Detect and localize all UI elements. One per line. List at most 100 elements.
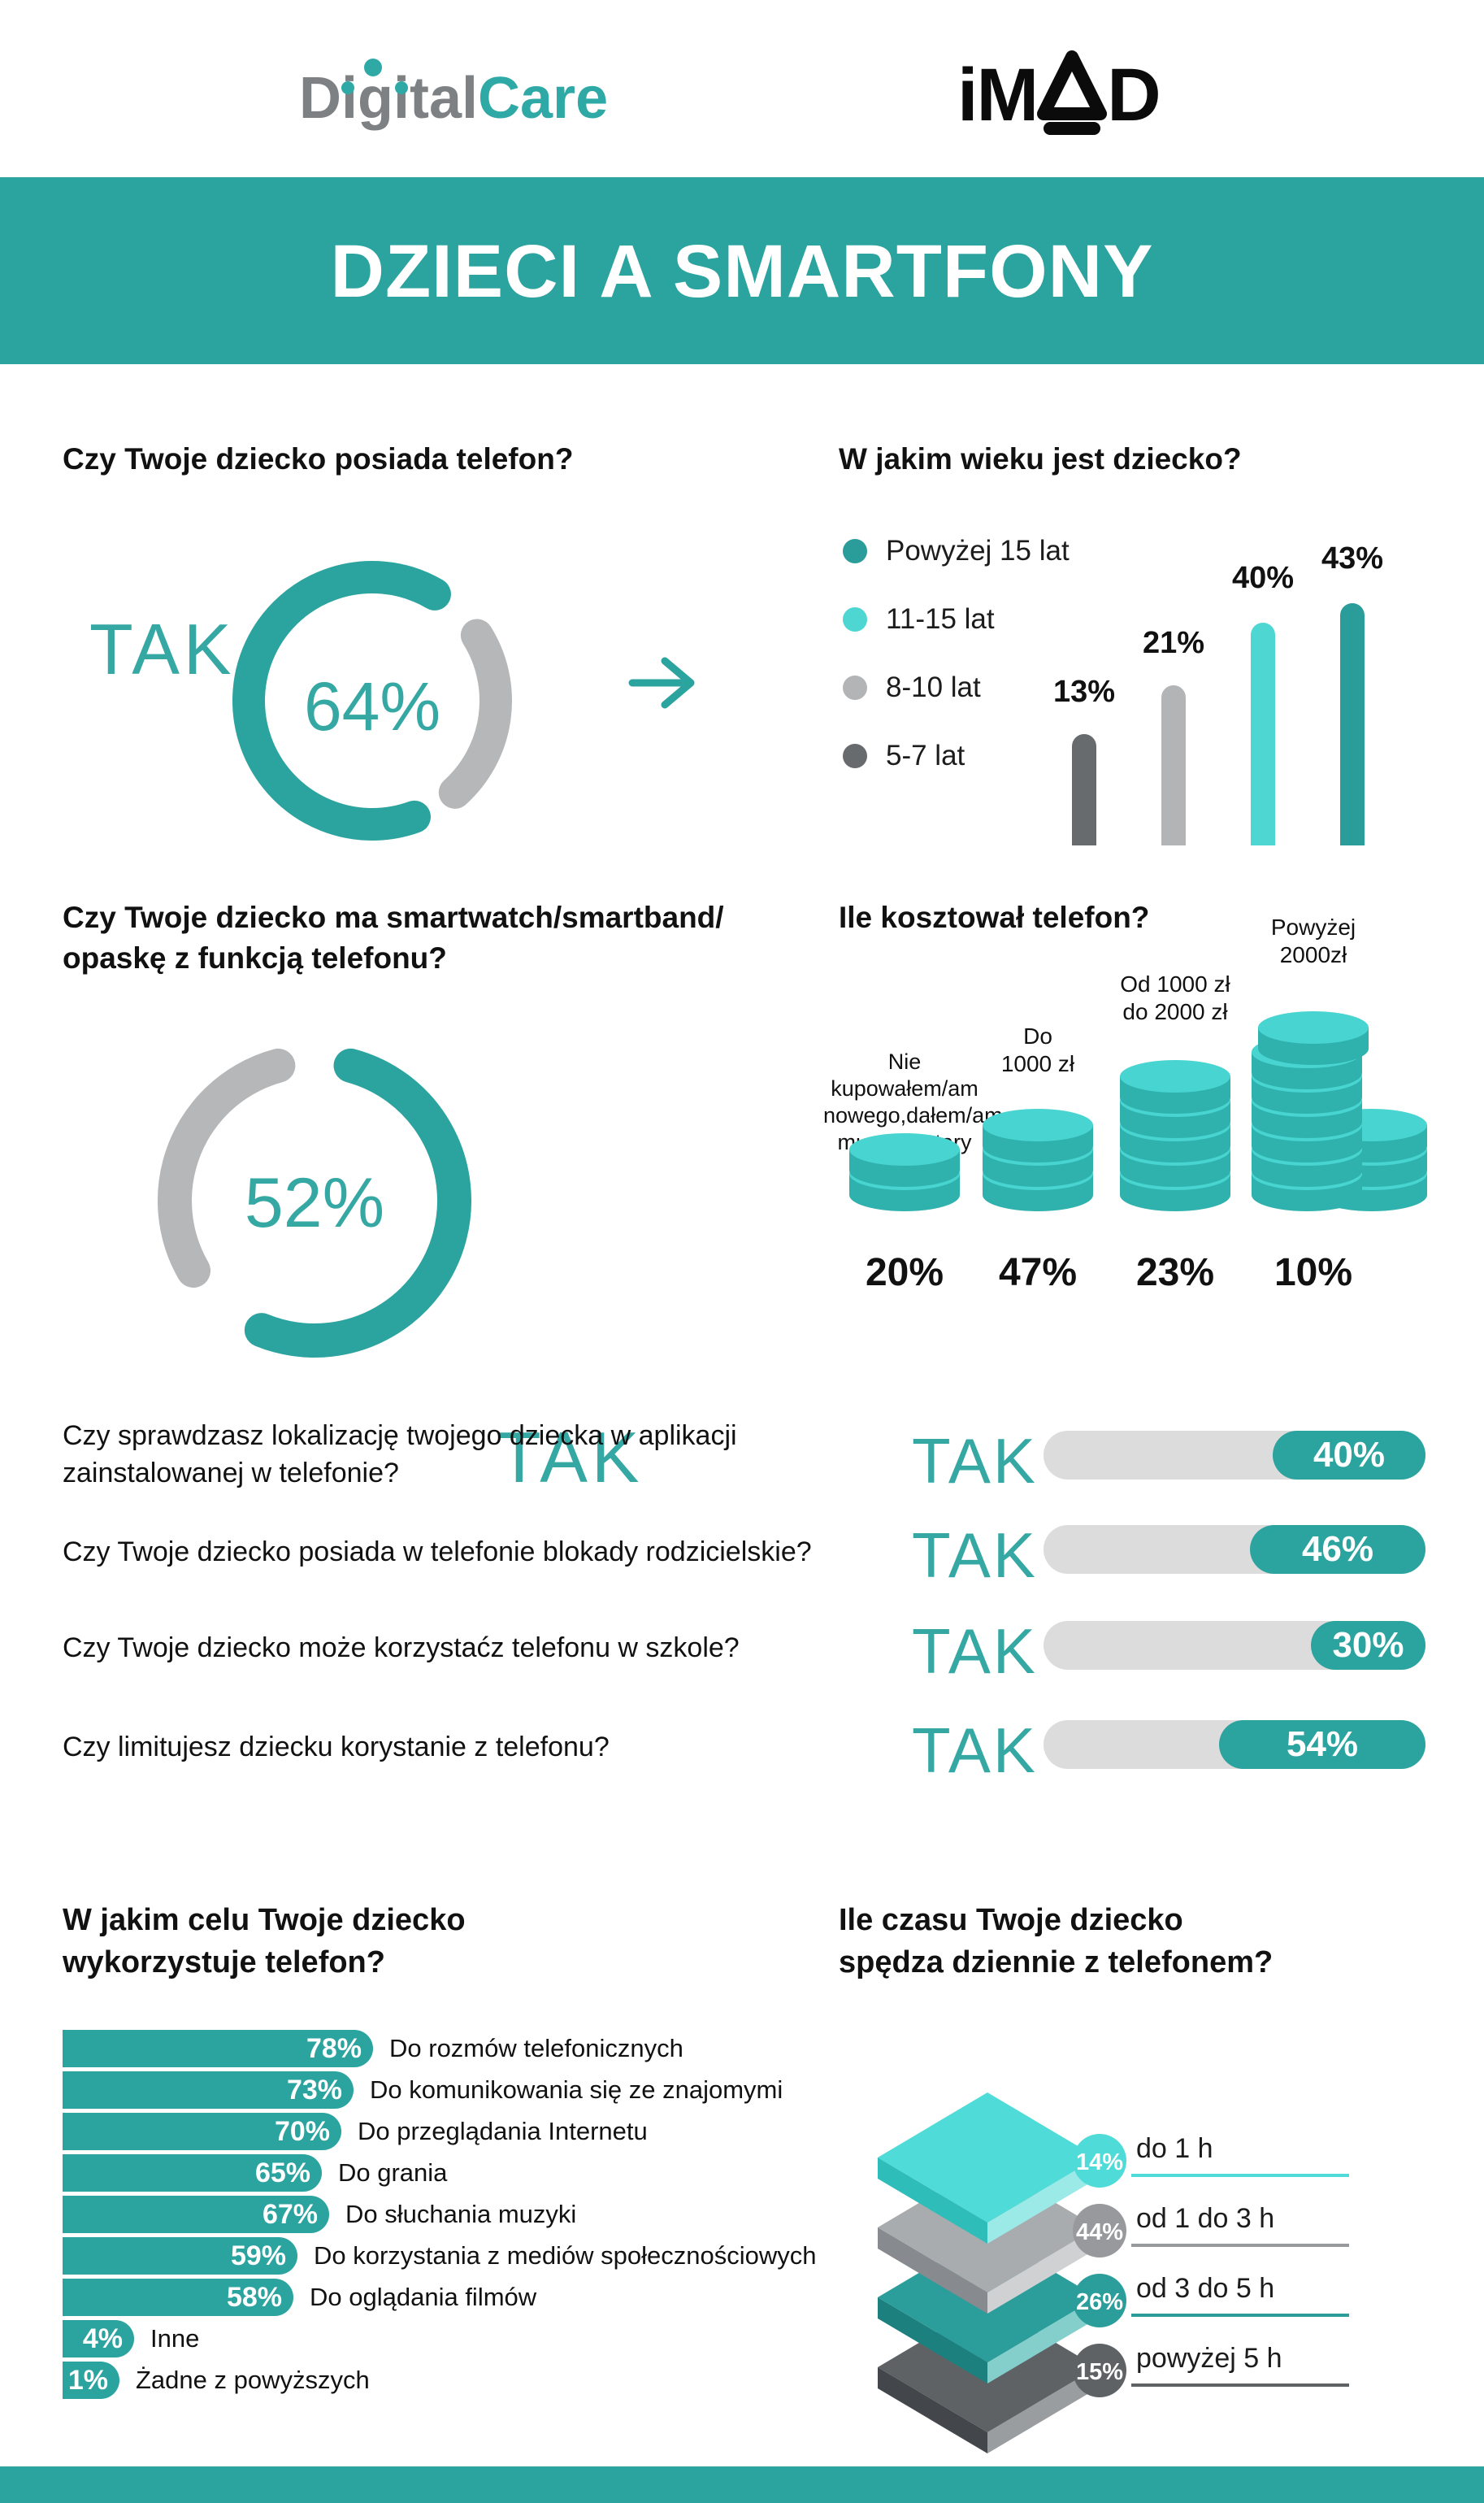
coin-stack [1120,1060,1230,1211]
purpose-bar-label: Do rozmów telefonicznych [389,2034,683,2062]
phone-answer-label: TAK [89,609,236,689]
purpose-bar-label: Do oglądania filmów [310,2283,537,2311]
title-banner [0,177,1484,364]
yes-row-answer-label: TAK [912,1714,1038,1786]
digitalcare-dot-icon [364,59,382,76]
question-smartwatch-line1: Czy Twoje dziecko ma smartwatch/smartban… [63,901,724,934]
yes-row-question: Czy Twoje dziecko może korzystaćz telefo… [63,1632,740,1663]
yes-row-bar-track: 40% [1044,1431,1425,1480]
yes-row-bar-fill: 30% [1311,1621,1425,1670]
question-age: W jakim wieku jest dziecko? [839,442,1242,476]
yes-row-bar-track: 30% [1044,1621,1425,1670]
age-bar-value: 21% [1142,626,1205,660]
age-legend-label: 11-15 lat [886,603,995,635]
purpose-bar-label: Do grania [338,2158,448,2187]
time-item-label: powyżej 5 h [1136,2343,1282,2374]
imad-a-triangle-icon [1037,50,1108,135]
time-layer [878,2092,1097,2244]
cost-item-label: Od 1000 zł do 2000 zł [1094,971,1256,1026]
yes-row-question-line: zainstalowanej w telefonie? [63,1458,399,1488]
cost-item-value: 23% [1135,1251,1215,1294]
time-item-line [1131,2244,1349,2247]
age-legend-label: 5-7 lat [886,740,965,771]
cost-coins-chart [849,1011,1427,1211]
time-percent-badge [1073,2204,1126,2257]
age-bar [1340,603,1365,845]
purpose-title-line2: wykorzystuje telefon? [63,1945,385,1979]
coin-stack [849,1133,960,1211]
page-title: DZIECI A SMARTFONY [330,230,1154,313]
purpose-bar: 4% [63,2320,134,2357]
yes-row-bar-fill: 40% [1273,1431,1425,1480]
purpose-bar: 58% [63,2279,293,2316]
time-item-line [1131,2383,1349,2387]
age-legend-label: Powyżej 15 lat [886,535,1070,567]
purpose-bar: 59% [63,2237,297,2275]
age-legend-dot-icon [843,607,867,632]
time-percent-value: 26% [1076,2289,1123,2315]
age-legend-dot-icon [843,539,867,563]
yes-row-bar-track: 46% [1044,1525,1425,1574]
time-item-label: od 1 do 3 h [1136,2203,1275,2234]
coin-stack [983,1109,1093,1211]
coin-stack [1252,1011,1427,1211]
purpose-bar-label: Inne [150,2324,200,2353]
smartwatch-donut-yes-arc [158,1044,471,1358]
purpose-bar: 78% [63,2030,373,2067]
time-item-label: od 3 do 5 h [1136,2273,1275,2304]
age-legend-dot-icon [843,744,867,768]
time-item-line [1131,2314,1349,2317]
cost-label-line: 2000zł [1279,942,1347,967]
purpose-bar-label: Żadne z powyższych [136,2366,370,2394]
time-percent-value: 44% [1076,2219,1123,2245]
question-smartwatch: Czy Twoje dziecko ma smartwatch/smartban… [63,897,724,979]
purpose-bar-label: Do przeglądania Internetu [358,2117,648,2145]
cost-label-line: Do [1023,1023,1052,1049]
question-smartwatch-line2: opaskę z funkcją telefonu? [63,941,447,975]
yes-row-question: Czy limitujesz dziecku korystanie z tele… [63,1732,610,1762]
time-percent-value: 14% [1076,2149,1123,2175]
time-title-line1: Ile czasu Twoje dziecko [839,1903,1183,1937]
yes-row-answer-label: TAK [912,1519,1038,1591]
digitalcare-logo-digital: Digital [299,66,479,131]
yes-row-answer-label: TAK [912,1615,1038,1687]
yes-row-question: Czy sprawdzasz lokalizację twojego dziec… [63,1417,737,1492]
question-phone: Czy Twoje dziecko posiada telefon? [63,442,574,476]
age-bar-value: 40% [1231,561,1295,595]
arrow-right-icon [628,657,695,709]
smartwatch-answer-label: TAK [497,1417,644,1497]
smartwatch-donut-chart [158,1043,471,1358]
purpose-bar: 73% [63,2071,354,2109]
time-percent-value: 15% [1076,2359,1123,2385]
smartwatch-donut-rest-arc [158,1043,471,1358]
age-bar-value: 13% [1052,675,1116,709]
phone-donut-value: 64% [303,668,441,745]
digitalcare-dot-icon [395,81,408,94]
yes-row-question: Czy Twoje dziecko posiada w telefonie bl… [63,1536,812,1567]
cost-label-line: Od 1000 zł [1120,971,1230,997]
imad-logo-d: D [1107,54,1161,137]
age-bar [1161,685,1186,845]
time-percent-badge [1073,2344,1126,2397]
age-legend-dot-icon [843,676,867,700]
yes-row-question-line: Czy sprawdzasz lokalizację twojego dziec… [63,1420,737,1451]
footer-band [0,2466,1484,2503]
phone-donut-yes-arc [232,561,512,841]
purpose-bar: 67% [63,2196,329,2233]
purpose-bar: 65% [63,2154,322,2192]
digitalcare-dot-icon [341,81,354,94]
purpose-title-line1: W jakim celu Twoje dziecko [63,1903,466,1937]
digitalcare-logo-care: Care [478,66,609,131]
imad-logo-im: iM [957,54,1039,137]
purpose-bar-label: Do słuchania muzyki [345,2200,577,2228]
cost-label-line: 1000 zł [1000,1051,1075,1076]
yes-row-bar-track: 54% [1044,1720,1425,1769]
phone-donut-chart [232,561,512,841]
time-title-line2: spędza dziennie z telefonem? [839,1945,1274,1979]
yes-row-bar-fill: 54% [1219,1720,1425,1769]
age-bar-value: 43% [1321,541,1384,576]
cost-item-value: 47% [998,1251,1078,1294]
age-bar [1251,623,1275,845]
cost-item-value: 20% [865,1251,944,1294]
